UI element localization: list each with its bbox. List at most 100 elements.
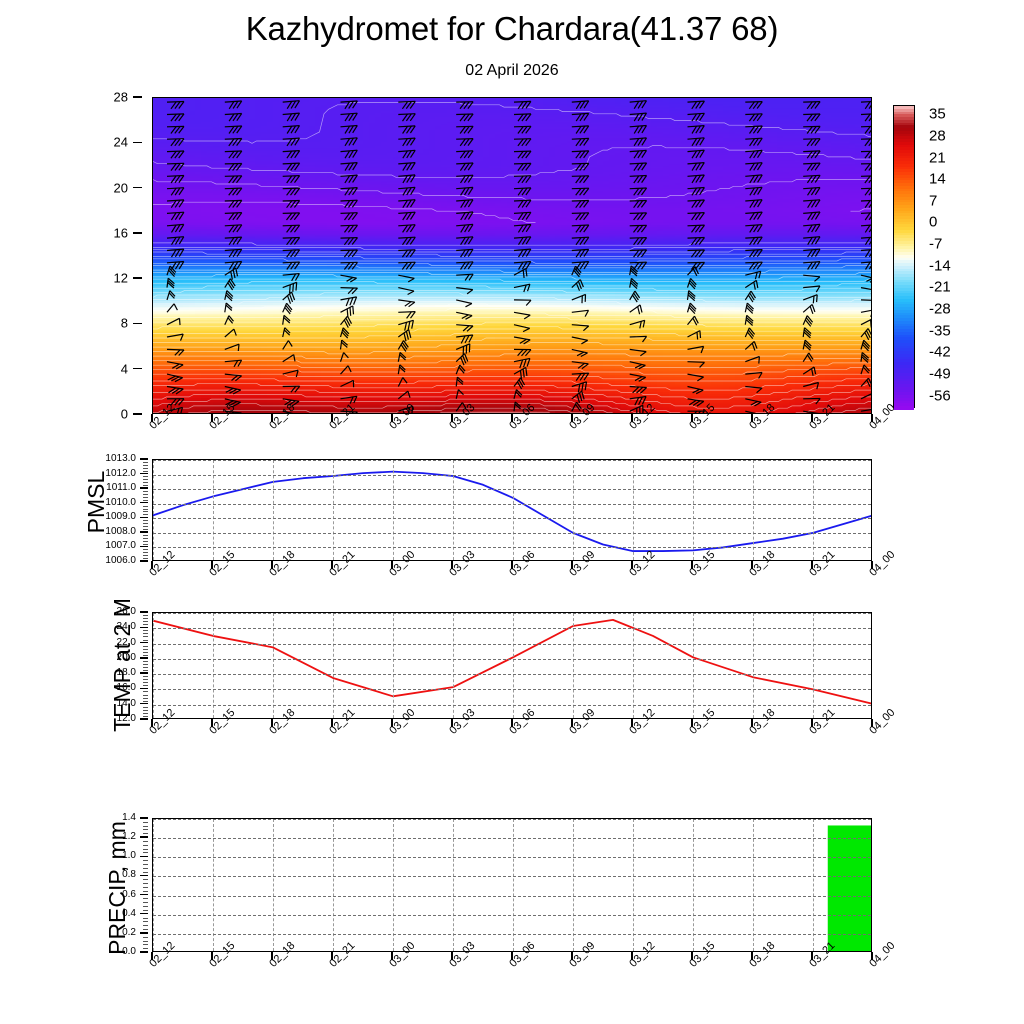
grid-line-vertical <box>273 613 274 718</box>
y-minor-tick <box>143 660 148 662</box>
y-minor-tick <box>143 917 148 919</box>
y-tick-mark <box>140 703 148 705</box>
y-tick-mark <box>133 232 142 234</box>
x-tick-mark <box>631 561 633 569</box>
y-tick-mark <box>140 951 148 953</box>
grid-line-vertical <box>453 613 454 718</box>
x-tick-mark <box>811 952 813 960</box>
colorbar-band <box>894 318 914 322</box>
x-tick-mark <box>751 952 753 960</box>
y-tick-mark <box>140 531 148 533</box>
y-tick-label: 1012.0 <box>105 467 136 479</box>
colorbar-band <box>894 265 914 270</box>
y-minor-tick <box>143 694 148 696</box>
temperature-colorbar[interactable] <box>893 105 915 410</box>
y-tick-label: 24 <box>113 134 128 150</box>
grid-line-vertical <box>153 819 154 951</box>
colorbar-tick-label: 0 <box>929 213 938 231</box>
y-minor-tick <box>143 898 148 900</box>
y-tick-label: 1.0 <box>122 850 136 862</box>
y-minor-tick <box>143 890 148 892</box>
colorbar-band <box>894 384 914 388</box>
y-minor-tick <box>143 700 148 702</box>
precip-panel[interactable] <box>152 818 872 952</box>
colorbar-band <box>894 185 914 190</box>
y-tick-mark <box>140 502 148 504</box>
colorbar-band <box>894 304 914 308</box>
pmsl-x-axis: 02_12 02_15 02_18 02_21 03_00 03_03 03_06 03_09… <box>147 549 897 611</box>
y-tick-mark <box>140 641 148 644</box>
y-minor-tick <box>143 552 148 554</box>
y-tick-label: 1011.0 <box>106 482 136 494</box>
y-tick-label: 4 <box>120 361 128 377</box>
colorbar-band <box>894 263 914 267</box>
y-tick-mark <box>140 545 148 548</box>
grid-line-vertical <box>213 613 214 718</box>
x-tick-mark <box>871 719 873 727</box>
precip-bar[interactable] <box>827 825 872 952</box>
x-tick-mark <box>391 719 393 727</box>
y-minor-tick <box>143 511 148 513</box>
grid-line-vertical <box>633 460 634 560</box>
y-minor-tick <box>143 909 148 911</box>
x-tick-mark <box>271 719 273 727</box>
x-tick-mark <box>511 952 513 960</box>
grid-line-horizontal <box>153 674 871 676</box>
pmsl-panel[interactable] <box>152 459 872 561</box>
colorbar-band <box>894 202 914 206</box>
colorbar-band <box>894 395 914 399</box>
x-tick-mark <box>451 719 453 727</box>
colorbar-band <box>894 337 914 341</box>
colorbar-band <box>894 108 914 113</box>
y-minor-tick <box>143 879 148 881</box>
y-minor-tick <box>143 871 148 873</box>
colorbar-band <box>894 122 914 126</box>
colorbar-band <box>894 348 914 352</box>
y-tick-label: 16 <box>113 225 128 241</box>
grid-line-horizontal <box>153 503 871 505</box>
colorbar-band <box>894 326 914 330</box>
y-minor-tick <box>143 860 148 862</box>
colorbar-band <box>894 342 914 347</box>
x-tick-mark <box>871 561 873 569</box>
y-minor-tick <box>143 636 148 638</box>
y-minor-tick <box>143 624 148 626</box>
colorbar-band <box>894 370 914 374</box>
colorbar-band <box>894 392 914 396</box>
y-minor-tick <box>143 537 148 539</box>
y-tick-mark <box>133 96 142 98</box>
colorbar-band <box>894 403 914 407</box>
grid-line-vertical <box>273 819 274 951</box>
colorbar-band <box>894 351 914 355</box>
x-tick-mark <box>631 719 633 727</box>
grid-line-horizontal <box>153 474 871 476</box>
colorbar-band <box>894 386 914 391</box>
grid-line-vertical <box>153 613 154 718</box>
grid-line-vertical <box>813 819 814 951</box>
grid-line-vertical <box>213 819 214 951</box>
colorbar-tick-label: -7 <box>929 235 943 253</box>
grid-line-horizontal <box>153 933 871 935</box>
y-tick-label: 1013.0 <box>105 453 136 464</box>
temp-2m-panel[interactable] <box>152 612 872 719</box>
temperature-cross-section[interactable] <box>152 97 872 414</box>
colorbar-band <box>894 334 914 338</box>
x-tick-mark <box>331 561 333 569</box>
cross-section-x-axis: 02_12 02_15 02_18 02_21 03_00 03_03 03_06 03_09… <box>147 402 897 464</box>
colorbar-band <box>894 199 914 203</box>
y-tick-mark <box>140 687 148 690</box>
grid-line-vertical <box>333 460 334 560</box>
x-tick-mark <box>151 414 153 422</box>
colorbar-band <box>894 254 914 259</box>
grid-line-horizontal <box>153 613 871 614</box>
y-tick-label: 1008.0 <box>105 525 136 537</box>
y-minor-tick <box>143 883 148 885</box>
y-minor-tick <box>143 523 148 525</box>
y-minor-tick <box>143 685 148 687</box>
colorbar-band <box>894 224 914 228</box>
y-tick-mark <box>140 893 148 896</box>
colorbar-band <box>894 106 914 110</box>
x-tick-mark <box>871 952 873 960</box>
x-tick-mark <box>451 952 453 960</box>
colorbar-band <box>894 268 914 272</box>
